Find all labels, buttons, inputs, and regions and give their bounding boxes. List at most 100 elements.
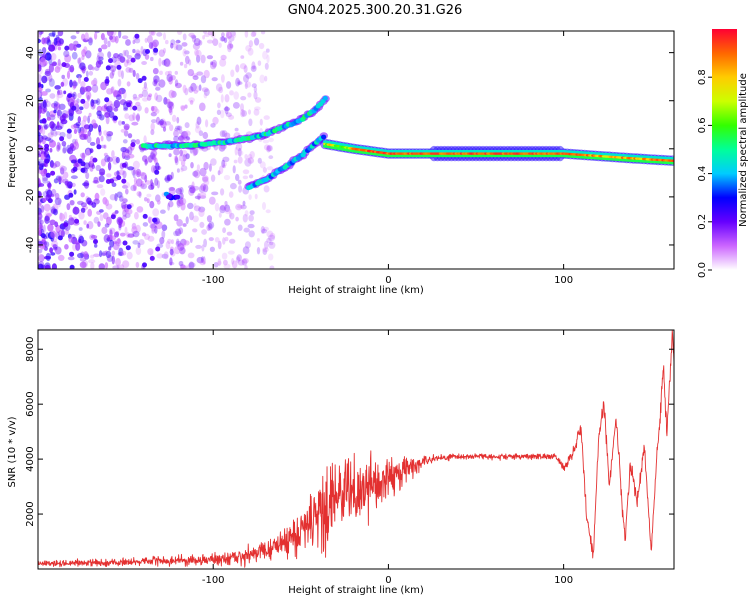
spectrogram-noise-cell — [196, 164, 200, 171]
spectrogram-noise-cell — [83, 77, 89, 82]
spectrogram-noise-cell — [56, 109, 63, 117]
spectrogram-noise-cell — [177, 31, 183, 35]
spectrogram-noise-cell — [100, 81, 107, 91]
spectrogram-noise-cell — [203, 88, 210, 96]
spectrogram-noise-cell — [222, 164, 226, 169]
spectrogram-noise-cell — [109, 239, 115, 248]
spectrogram-noise-cell — [57, 46, 62, 51]
spectrogram-noise-cell — [217, 260, 222, 266]
spectrogram-noise-cell — [222, 237, 226, 245]
spectrogram-noise-cell — [248, 230, 255, 238]
spectrogram-noise-cell — [42, 197, 47, 203]
spectrogram-noise-cell — [168, 76, 173, 85]
spectrogram-noise-cell — [111, 86, 115, 91]
spectrogram-noise-cell — [199, 260, 206, 266]
spectrogram-noise-cell — [83, 180, 90, 189]
spectrogram-noise-cell — [219, 205, 226, 214]
spectrogram-noise-cell — [158, 57, 162, 67]
spectrogram-noise-cell — [191, 73, 199, 77]
spectrogram-noise-cell — [57, 254, 65, 261]
spectrogram-noise-cell — [64, 54, 72, 63]
spectrogram-noise-cell — [83, 220, 87, 225]
spectrogram-noise-cell — [269, 232, 276, 240]
spectrogram-noise-cell — [202, 184, 209, 193]
spectrogram-noise-cell — [80, 202, 87, 208]
spectrogram-main-band-edge — [671, 157, 674, 161]
spectrogram-noise-cell — [218, 212, 222, 218]
spectrogram-x-tick-label: 100 — [554, 275, 573, 286]
spectrogram-noise-cell — [39, 255, 45, 260]
spectrogram-noise-cell — [234, 127, 239, 132]
spectrogram-noise-cell — [38, 64, 42, 72]
spectrogram-noise-cell — [121, 205, 127, 210]
spectrogram-noise-cell — [80, 81, 86, 88]
spectrogram-noise-cell — [119, 99, 127, 106]
spectrogram-noise-cell — [189, 211, 194, 221]
spectrogram-noise-cell — [265, 48, 270, 53]
spectrogram-noise-cell — [232, 165, 236, 174]
spectrogram-noise-cell — [244, 241, 251, 249]
spectrogram-noise-cell — [58, 103, 66, 111]
spectrogram-noise-cell — [141, 89, 149, 98]
spectrogram-noise-cell — [121, 162, 127, 168]
spectrogram-noise-cell — [225, 112, 232, 117]
spectrogram-noise-cell — [262, 139, 269, 144]
spectrogram-noise-cell — [84, 32, 89, 41]
spectrogram-noise-cell — [142, 86, 149, 92]
spectrogram-noise-cell — [180, 264, 187, 269]
spectrogram-noise-cell — [193, 169, 201, 179]
spectrogram-noise-cell — [210, 61, 214, 66]
spectrogram-noise-cell — [127, 133, 133, 139]
spectrogram-noise-cell — [263, 144, 270, 151]
spectrogram-noise-cell — [46, 180, 51, 188]
spectrogram-y-ticks: -40 -20 0 20 40 — [25, 46, 674, 253]
spectrogram-noise-cell — [206, 39, 214, 44]
spectrogram-noise-cell — [47, 198, 53, 204]
spectrogram-noise-cell — [95, 164, 101, 172]
spectrogram-noise-cell — [60, 167, 65, 175]
spectrogram-noise-cell — [237, 147, 242, 157]
spectrogram-noise-cell — [156, 32, 163, 37]
spectrogram-noise-cell — [126, 251, 133, 260]
spectrogram-noise-cell — [38, 248, 43, 254]
spectrogram-noise-cell — [94, 243, 98, 248]
spectrogram-noise-cell — [230, 182, 237, 190]
spectrogram-noise-cell — [229, 90, 234, 96]
spectrogram-noise-cell — [49, 219, 56, 226]
spectrogram-noise-cell — [169, 107, 173, 116]
spectrogram-noise-cell — [83, 251, 89, 259]
spectrogram-noise-cell — [57, 58, 61, 67]
spectrogram-noise-cell — [179, 61, 184, 66]
spectrogram-noise-cell — [38, 263, 44, 269]
spectrogram-noise-cell — [205, 119, 209, 128]
spectrogram-noise-cell — [223, 263, 231, 269]
spectrogram-noise-cell — [182, 265, 190, 269]
spectrogram-noise-cell — [117, 78, 122, 87]
spectrogram-noise-cell — [122, 139, 128, 144]
spectrogram-noise-cell — [189, 100, 194, 105]
spectrogram-noise-cell — [177, 186, 183, 193]
spectrogram-noise-cell — [159, 70, 163, 76]
spectrogram-noise-cell — [218, 86, 224, 94]
spectrogram-noise-cell — [38, 254, 45, 262]
spectrogram-noise-cell — [200, 183, 207, 192]
spectrogram-noise-cell — [67, 93, 73, 99]
spectrogram-noise-cell — [61, 74, 65, 80]
spectrogram-noise-cell — [226, 231, 233, 236]
spectrogram-noise-cell — [207, 31, 214, 36]
spectrogram-noise-cell — [89, 234, 96, 241]
spectrogram-noise-cell — [132, 169, 136, 179]
spectrogram-noise-cell — [169, 124, 174, 132]
spectrogram-noise-cell — [150, 105, 155, 112]
spectrogram-noise-cell — [266, 144, 272, 152]
spectrogram-noise-cell — [103, 152, 108, 157]
spectrogram-noise-cell — [117, 68, 122, 78]
spectrogram-noise-cell — [188, 187, 195, 196]
spectrogram-noise-cell — [182, 48, 187, 57]
spectrogram-noise-cell — [146, 198, 150, 204]
spectrogram-noise-cell — [144, 197, 148, 202]
spectrogram-noise-cell — [229, 212, 235, 220]
spectrogram-noise-cell — [49, 121, 55, 129]
spectrogram-noise-cell — [256, 238, 260, 242]
spectrogram-noise-cell — [64, 244, 69, 250]
